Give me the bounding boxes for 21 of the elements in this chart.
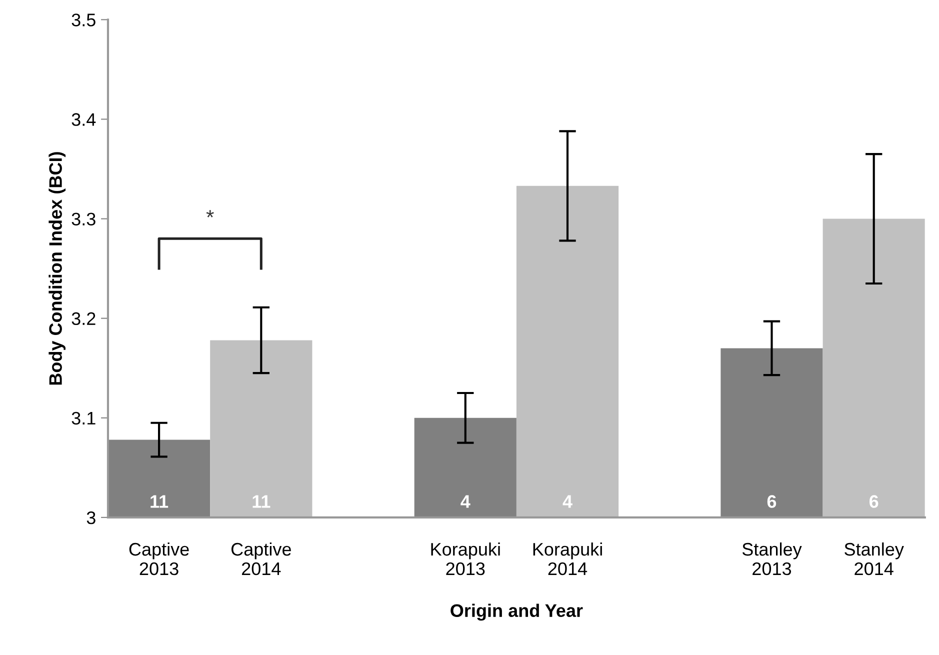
y-tick-label: 3.5 [72, 14, 96, 26]
annotation: 6 [767, 495, 776, 508]
y-tick-label: 3.4 [72, 113, 96, 126]
y-tick-label: 3.3 [72, 212, 96, 226]
x-tick-label: Captive 2014 [231, 542, 291, 576]
annotation: 11 [150, 495, 168, 508]
annotation: 4 [562, 495, 572, 508]
y-tick-label: 3.2 [72, 312, 96, 326]
y-tick-label: 3 [86, 511, 96, 524]
x-tick-label: Korapuki 2013 [431, 542, 500, 576]
annotation: * [206, 210, 214, 218]
x-axis-title: Origin and Year [450, 604, 583, 621]
y-axis-title: Body Condition Index (BCI) [48, 152, 66, 385]
y-tick-label: 3.1 [72, 412, 96, 425]
annotation: 6 [869, 495, 878, 508]
x-tick-label: Captive 2013 [129, 542, 189, 576]
x-tick-label: Korapuki 2014 [533, 542, 602, 576]
annotation: 11 [252, 495, 270, 508]
x-tick-label: Stanley 2013 [742, 542, 802, 576]
annotation: 4 [460, 495, 470, 508]
x-tick-label: Stanley 2014 [844, 542, 904, 576]
